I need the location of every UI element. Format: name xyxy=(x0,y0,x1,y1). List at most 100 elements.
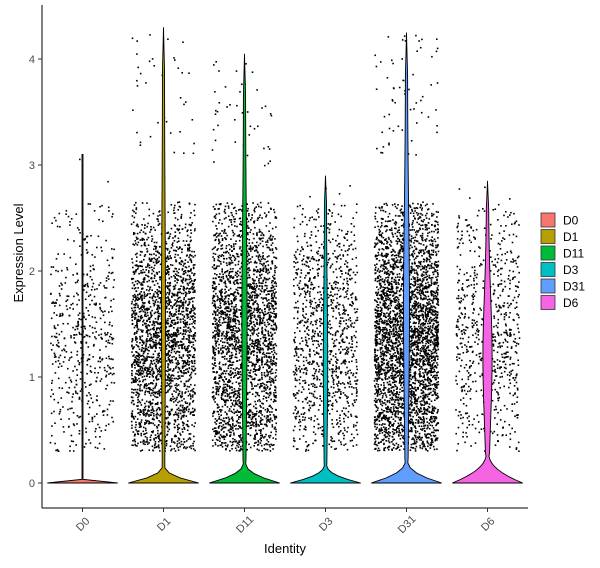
data-point xyxy=(231,416,234,419)
data-point xyxy=(240,300,242,302)
data-point xyxy=(86,273,88,276)
data-point xyxy=(212,336,214,339)
data-point xyxy=(149,306,152,308)
data-point xyxy=(53,327,56,329)
data-point xyxy=(269,418,272,421)
data-point xyxy=(87,346,90,348)
data-point xyxy=(184,372,187,374)
data-point xyxy=(143,271,146,274)
data-point xyxy=(50,292,52,295)
data-point xyxy=(194,393,196,395)
data-point xyxy=(194,408,196,411)
data-point xyxy=(239,278,242,281)
data-point xyxy=(257,244,260,247)
data-point xyxy=(137,225,139,228)
data-point xyxy=(273,357,275,359)
data-point xyxy=(187,249,189,252)
data-point xyxy=(168,308,171,310)
data-point xyxy=(236,276,238,278)
data-point xyxy=(252,370,255,373)
data-point xyxy=(133,326,136,329)
data-point xyxy=(135,351,137,353)
data-point xyxy=(228,418,231,421)
data-point xyxy=(266,239,269,242)
data-point xyxy=(219,310,222,313)
data-point xyxy=(184,278,187,280)
data-point xyxy=(135,372,137,375)
data-point xyxy=(157,356,160,359)
data-point xyxy=(167,384,170,386)
data-point xyxy=(139,390,142,392)
data-point xyxy=(193,286,195,289)
data-point xyxy=(103,285,105,287)
data-point xyxy=(182,304,185,307)
data-point xyxy=(237,418,240,420)
data-point xyxy=(235,440,238,443)
data-point xyxy=(192,410,195,413)
data-point xyxy=(246,448,248,451)
data-point xyxy=(184,295,187,297)
data-point xyxy=(182,330,185,332)
data-point xyxy=(246,238,249,240)
data-point xyxy=(253,307,256,310)
data-point xyxy=(194,203,196,206)
data-point xyxy=(241,448,243,451)
data-point xyxy=(149,292,151,295)
data-point xyxy=(257,332,260,334)
data-point xyxy=(214,234,216,237)
data-point xyxy=(194,348,196,351)
data-point xyxy=(175,413,177,415)
data-point xyxy=(177,401,179,404)
data-point xyxy=(147,314,149,317)
data-point xyxy=(246,154,249,157)
data-point xyxy=(256,321,258,324)
data-point xyxy=(231,203,233,205)
data-point xyxy=(96,413,98,415)
data-point xyxy=(188,367,191,370)
data-point xyxy=(168,268,170,270)
data-point xyxy=(185,408,187,410)
data-point xyxy=(223,347,225,349)
data-point xyxy=(50,412,53,415)
data-point xyxy=(191,280,193,282)
data-point xyxy=(132,380,135,382)
data-point xyxy=(152,294,155,297)
data-point xyxy=(108,403,111,406)
data-point xyxy=(254,377,256,380)
data-point xyxy=(237,274,240,277)
data-point xyxy=(172,398,174,400)
data-point xyxy=(181,338,184,340)
data-point xyxy=(190,259,193,262)
data-point xyxy=(68,376,71,379)
data-point xyxy=(67,295,70,298)
data-point xyxy=(156,311,159,314)
data-point xyxy=(150,347,152,349)
data-point xyxy=(176,304,178,307)
data-point xyxy=(141,340,144,342)
data-point xyxy=(179,131,181,133)
data-point xyxy=(230,367,232,369)
data-point xyxy=(188,223,191,226)
data-point xyxy=(104,334,107,336)
data-point xyxy=(144,433,146,435)
data-point xyxy=(189,240,192,243)
data-point xyxy=(270,289,273,292)
data-point xyxy=(92,332,94,334)
data-point xyxy=(248,411,250,413)
data-point xyxy=(193,425,195,428)
data-point xyxy=(94,371,96,374)
data-point xyxy=(139,374,142,376)
data-point xyxy=(142,302,145,305)
data-point xyxy=(224,337,226,340)
data-point xyxy=(236,403,239,406)
data-point xyxy=(166,270,169,273)
data-point xyxy=(183,322,185,324)
data-point xyxy=(166,266,168,269)
data-point xyxy=(138,281,141,284)
data-point xyxy=(170,314,173,316)
data-point xyxy=(170,385,173,388)
data-point xyxy=(262,264,264,267)
data-point xyxy=(79,232,81,234)
data-point xyxy=(158,394,161,397)
data-point xyxy=(238,425,240,427)
